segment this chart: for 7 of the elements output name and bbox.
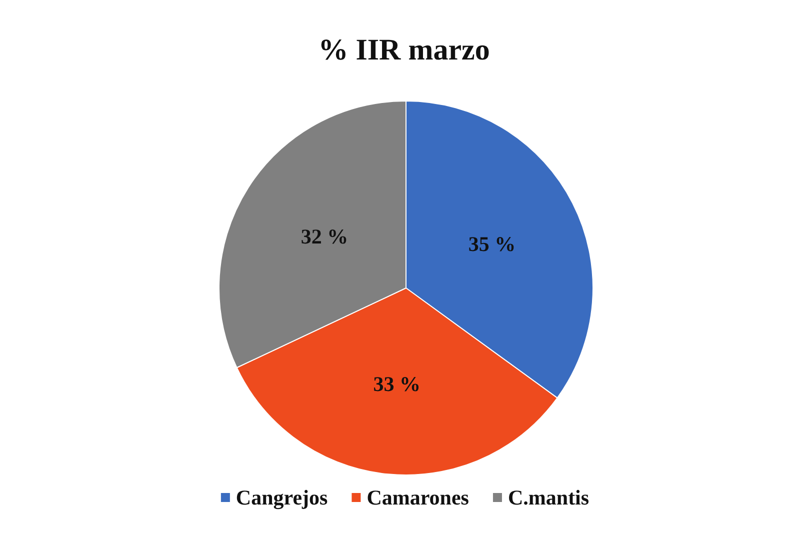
chart-title: % IIR marzo — [318, 34, 490, 66]
legend-label: Camarones — [366, 486, 469, 510]
data-label: 32 % — [300, 224, 348, 248]
data-label: 35 % — [468, 232, 516, 256]
data-label: 33 % — [373, 372, 421, 396]
legend-label: C.mantis — [508, 486, 590, 510]
legend-label: Cangrejos — [236, 486, 328, 510]
